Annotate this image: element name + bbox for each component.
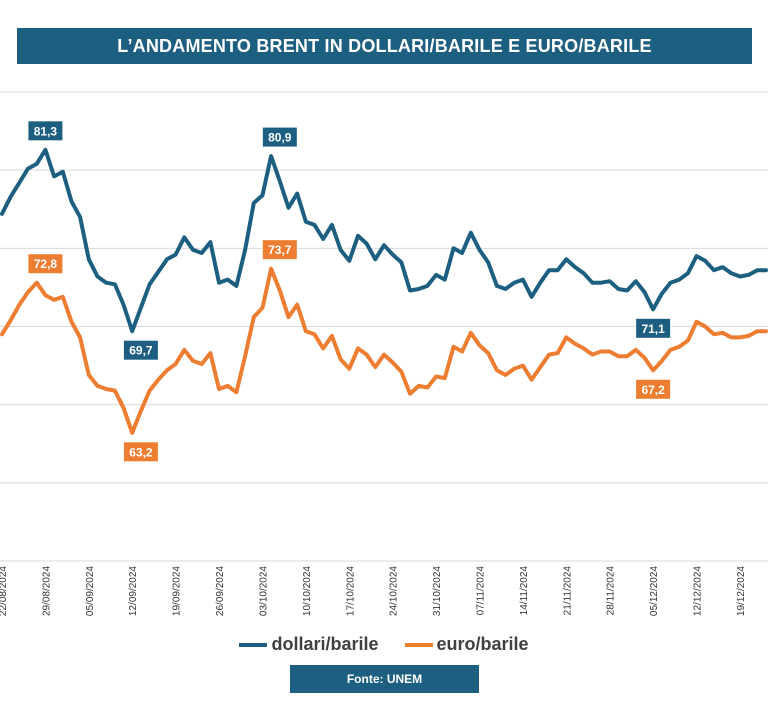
- x-tick-label: 12/09/2024: [128, 566, 139, 616]
- data-label: 69,7: [122, 339, 159, 361]
- data-label: 71,1: [635, 317, 672, 339]
- data-label: 81,3: [27, 120, 64, 142]
- x-tick-label: 19/09/2024: [172, 566, 183, 616]
- x-tick-label: 12/12/2024: [693, 566, 704, 616]
- data-label-text: 71,1: [641, 322, 665, 336]
- x-tick-label: 31/10/2024: [432, 566, 443, 616]
- legend-swatch-dollari: [239, 642, 268, 647]
- x-tick-label: 10/10/2024: [302, 566, 313, 616]
- data-label-box: [261, 239, 298, 261]
- legend-label-dollari: dollari/barile: [271, 634, 379, 654]
- x-tick-label: 05/09/2024: [85, 566, 96, 616]
- x-tick-label: 19/12/2024: [736, 566, 747, 616]
- x-tick-label: 07/11/2024: [476, 566, 487, 616]
- x-tick-label: 14/11/2024: [519, 566, 530, 616]
- data-label-box: [27, 120, 64, 142]
- data-label-text: 81,3: [34, 124, 58, 138]
- data-label-box: [122, 441, 159, 463]
- series-line-dollari: [0, 147, 768, 334]
- data-label: 63,2: [122, 441, 159, 463]
- data-label-text: 63,2: [129, 445, 153, 459]
- source-label: Fonte: UNEM: [290, 665, 479, 693]
- data-label: 73,7: [261, 239, 298, 261]
- x-tick-label: 26/09/2024: [215, 566, 226, 616]
- line-chart: 22/08/2024 29/08/2024 05/09/2024 12/09/2024…: [0, 91, 768, 616]
- data-label-box: [635, 317, 672, 339]
- x-tick-label: 29/08/2024: [41, 566, 52, 616]
- x-tick-label: 28/11/2024: [606, 566, 617, 616]
- data-label: 72,8: [27, 253, 64, 275]
- x-tick-label: 03/10/2024: [258, 566, 269, 616]
- legend-item-dollari: dollari/barile: [239, 634, 379, 655]
- data-label-box: [635, 378, 672, 400]
- data-label-box: [261, 126, 298, 148]
- data-label-text: 73,7: [268, 243, 292, 257]
- data-labels: 81,3 69,7 80,9 71,1 72,8 63,2 73,7 67,2: [27, 120, 672, 463]
- legend-label-euro: euro/barile: [436, 634, 529, 654]
- x-axis-tick-labels: 22/08/2024 29/08/2024 05/09/2024 12/09/2024…: [0, 566, 747, 616]
- data-label: 80,9: [261, 126, 298, 148]
- chart-title: L’ANDAMENTO BRENT IN DOLLARI/BARILE E EU…: [17, 28, 752, 64]
- x-tick-label: 24/10/2024: [389, 566, 400, 616]
- x-tick-label: 05/12/2024: [649, 566, 660, 616]
- legend: dollari/barile euro/barile: [0, 634, 768, 655]
- data-label-text: 67,2: [641, 383, 665, 397]
- legend-item-euro: euro/barile: [404, 634, 529, 655]
- x-tick-label: 21/11/2024: [562, 566, 573, 616]
- series-line-euro: [0, 266, 768, 435]
- x-tick-label: 22/08/2024: [0, 566, 9, 616]
- data-label: 67,2: [635, 378, 672, 400]
- data-label-box: [122, 339, 159, 361]
- data-label-box: [27, 253, 64, 275]
- data-label-text: 80,9: [268, 131, 292, 145]
- series-lines: [0, 147, 768, 435]
- x-tick-label: 17/10/2024: [345, 566, 356, 616]
- data-label-text: 72,8: [34, 257, 58, 271]
- legend-swatch-euro: [404, 642, 433, 647]
- data-label-text: 69,7: [129, 344, 153, 358]
